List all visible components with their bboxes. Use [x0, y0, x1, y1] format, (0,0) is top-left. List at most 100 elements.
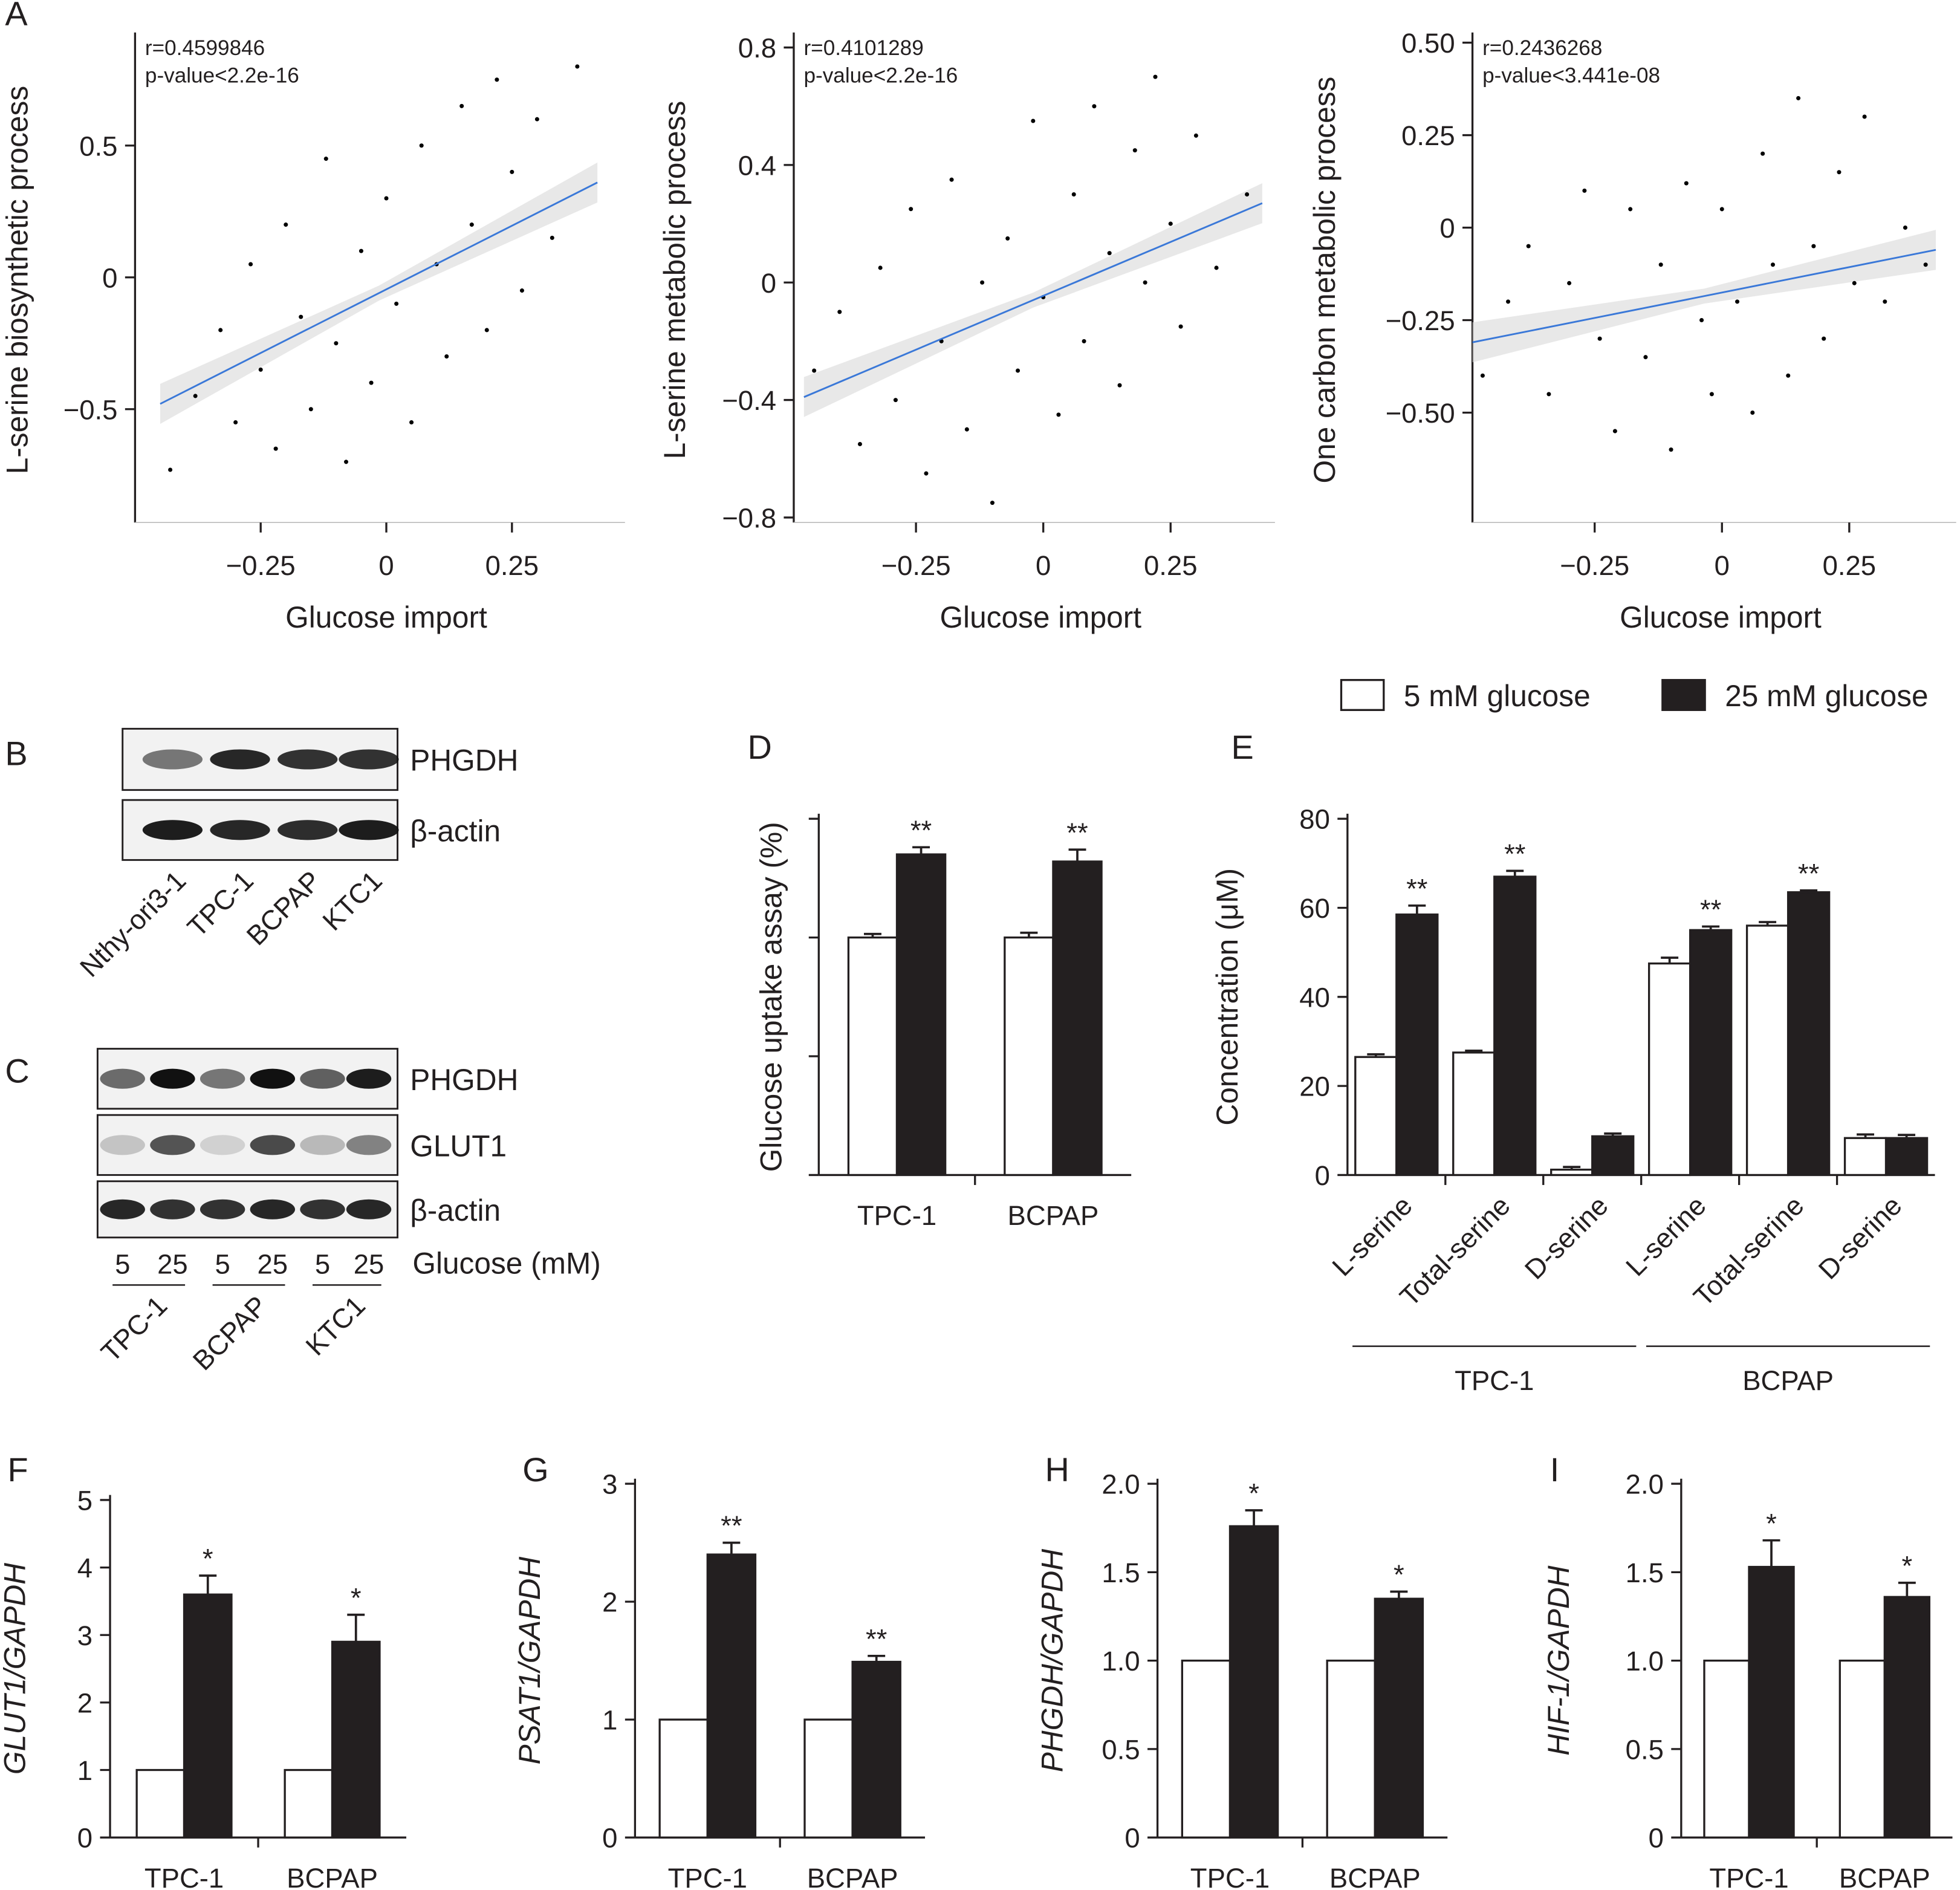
annotation: p-value<2.2e-16 [145, 63, 299, 87]
y-tick-label: 0 [102, 262, 117, 293]
bar [1838, 1659, 1886, 1839]
y-tick-label: 2.0 [1102, 1469, 1140, 1500]
bar [1745, 924, 1790, 1177]
y-tick-label: 0 [77, 1823, 92, 1854]
error-bar [1857, 1133, 1875, 1138]
error-bar [722, 1541, 741, 1555]
bar [851, 1660, 901, 1839]
y-tick-label: −0.5 [63, 394, 118, 425]
point [218, 328, 223, 333]
point [419, 143, 424, 148]
bar [331, 1640, 381, 1839]
bar [183, 1593, 233, 1839]
y-axis-label: Glucose uptake assay (%) [754, 822, 788, 1172]
error-bar [1068, 848, 1086, 862]
bar [1181, 1659, 1231, 1839]
lane-label: KTC1 [317, 865, 388, 937]
y-tick-label: 4 [77, 1553, 92, 1583]
significance-label: ** [721, 1510, 742, 1541]
point [1546, 392, 1551, 397]
blot-band [142, 749, 203, 770]
y-tick-label: 0 [1649, 1823, 1664, 1854]
point [1567, 281, 1572, 285]
blot-row-label: PHGDH [410, 1063, 518, 1097]
error-bar [1408, 904, 1426, 915]
point [1796, 96, 1801, 100]
trend-line [803, 202, 1263, 398]
blot-band [150, 1068, 195, 1089]
error-bar [1020, 931, 1038, 938]
x-tick-label: 0 [1715, 550, 1730, 581]
error-bar [1367, 1053, 1385, 1057]
y-tick-label: 2 [77, 1687, 92, 1718]
error-bar [1563, 1166, 1581, 1170]
y-tick-label: −0.50 [1386, 398, 1455, 429]
blot-band [250, 1068, 296, 1089]
y-tick-label: 60 [1299, 893, 1330, 924]
bar [1004, 936, 1054, 1177]
point [323, 157, 328, 161]
panel-label: I [1550, 1450, 1560, 1489]
x-tick-label: TPC-1 [857, 1200, 936, 1231]
bar [1786, 891, 1831, 1177]
point [1506, 299, 1511, 304]
x-tick-label: 0.25 [485, 550, 539, 581]
blot-band [200, 1199, 245, 1219]
significance-label: * [1394, 1559, 1404, 1590]
y-tick-label: 0 [1439, 213, 1455, 244]
point [334, 341, 339, 346]
bar [1591, 1135, 1635, 1177]
y-axis-label: PSAT1/GAPDH [513, 1557, 547, 1765]
y-tick-label: 1.0 [1102, 1646, 1140, 1677]
point [1684, 181, 1689, 186]
bar [847, 936, 898, 1177]
point [909, 207, 913, 212]
y-tick-label: 40 [1299, 982, 1330, 1013]
point [878, 265, 883, 270]
point [369, 380, 374, 385]
annotation: r=0.2436268 [1482, 36, 1602, 60]
point [1628, 207, 1633, 212]
blot-band [100, 1068, 145, 1089]
point [1883, 299, 1887, 304]
error-bar [1390, 1590, 1408, 1599]
lane-value: 25 [157, 1249, 188, 1280]
point [1770, 262, 1776, 267]
group-label: TPC-1 [95, 1290, 173, 1368]
point [484, 328, 489, 333]
x-tick-label: −0.25 [881, 550, 951, 581]
blot-band [100, 1135, 145, 1155]
panel-label: C [5, 1051, 29, 1090]
point [1092, 104, 1097, 109]
point [1597, 336, 1602, 341]
x-tick-label: −0.25 [1560, 550, 1629, 581]
error-bar [1800, 889, 1818, 892]
bar [1452, 1051, 1496, 1177]
point [1837, 170, 1842, 175]
x-tick-label: −0.25 [226, 550, 296, 581]
blot-row-label: β-actin [410, 814, 501, 848]
blot-band [346, 1135, 392, 1155]
y-tick-label: 2 [602, 1587, 617, 1618]
y-tick-label: 0 [761, 268, 776, 299]
x-tick-label: L-serine [1620, 1190, 1712, 1282]
y-tick-label: −0.4 [722, 385, 776, 416]
point [1031, 119, 1036, 123]
y-tick-label: 0 [1315, 1160, 1330, 1191]
lane-caption: Glucose (mM) [412, 1247, 600, 1281]
bar [1395, 913, 1439, 1177]
point [1132, 148, 1137, 153]
point [1193, 133, 1198, 138]
point [812, 368, 817, 373]
bar [658, 1718, 709, 1839]
bar [1647, 962, 1692, 1177]
legend-label: 25 mM glucose [1725, 679, 1928, 713]
bar [1326, 1659, 1376, 1839]
x-tick-label: 0.25 [1144, 550, 1198, 581]
y-axis-label: HIF-1/GAPDH [1542, 1565, 1575, 1755]
y-tick-label: 0.8 [738, 33, 776, 63]
x-tick-label: BCPAP [1839, 1863, 1930, 1890]
point [193, 394, 198, 398]
blot-band [339, 820, 399, 840]
